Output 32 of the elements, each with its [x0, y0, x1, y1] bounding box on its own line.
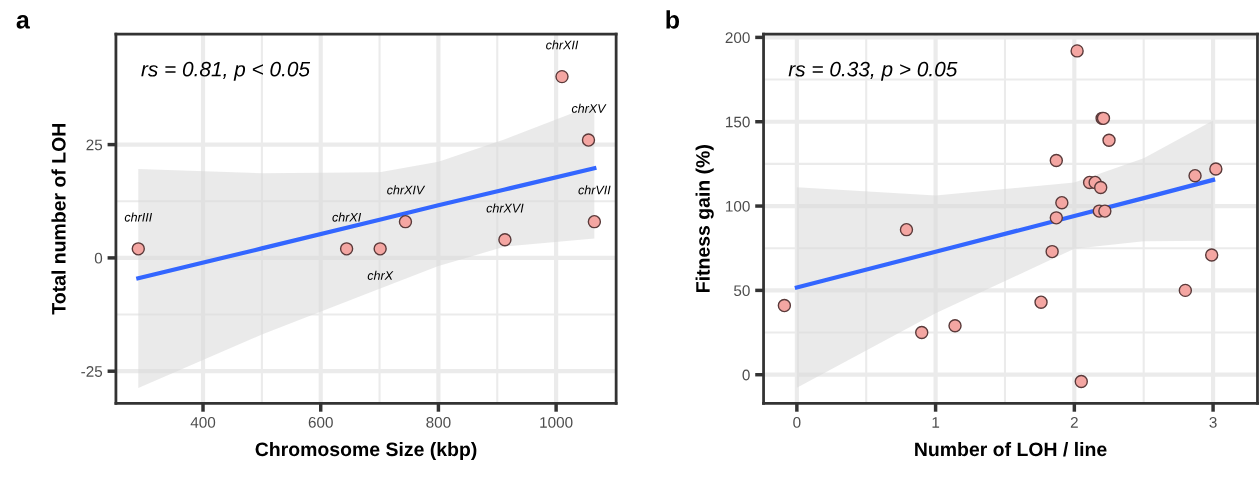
x-tick-label: 400	[190, 416, 216, 428]
chart-title: b	[666, 10, 680, 29]
annotation: chrVII	[578, 185, 611, 195]
x-tick-label: 0	[793, 416, 801, 428]
y-tick-label: 100	[726, 200, 750, 212]
annotation: chrXII	[546, 40, 579, 50]
chart-title: a	[16, 15, 30, 29]
y-tick-label: 25	[86, 139, 103, 151]
y-tick-label: -25	[81, 366, 103, 377]
y-tick-label: 200	[725, 32, 750, 44]
annotation: chrX	[367, 270, 394, 280]
x-tick-label: 1	[932, 417, 940, 428]
x-tick-label: 2	[1070, 416, 1078, 428]
x-tick-label: 1000	[540, 416, 573, 428]
y-axis-title: Fitness gain (%)	[695, 145, 714, 292]
x-tick-label: 3	[1209, 416, 1217, 428]
y-tick-label: 150	[726, 116, 750, 128]
annotation: chrXV	[571, 103, 607, 113]
x-tick-label: 800	[426, 416, 451, 428]
x-axis-title: Chromosome Size (kbp)	[255, 441, 477, 461]
x-tick-label: 600	[308, 416, 333, 428]
annotation: chrXIV	[387, 185, 426, 195]
y-tick-label: 0	[94, 252, 103, 264]
annotation: chrXI	[332, 212, 362, 222]
annotation: chrIII	[124, 212, 153, 222]
y-axis-title: Total number of LOH	[51, 124, 66, 315]
y-tick-label: 0	[742, 369, 750, 381]
x-axis-title: Number of LOH / line	[915, 441, 1107, 457]
y-tick-label: 50	[733, 285, 750, 297]
annotation: chrXVI	[486, 203, 524, 213]
annotation: rs = 0.33, p > 0.05	[788, 61, 958, 81]
annotation: rs = 0.81, p < 0.05	[141, 61, 311, 81]
